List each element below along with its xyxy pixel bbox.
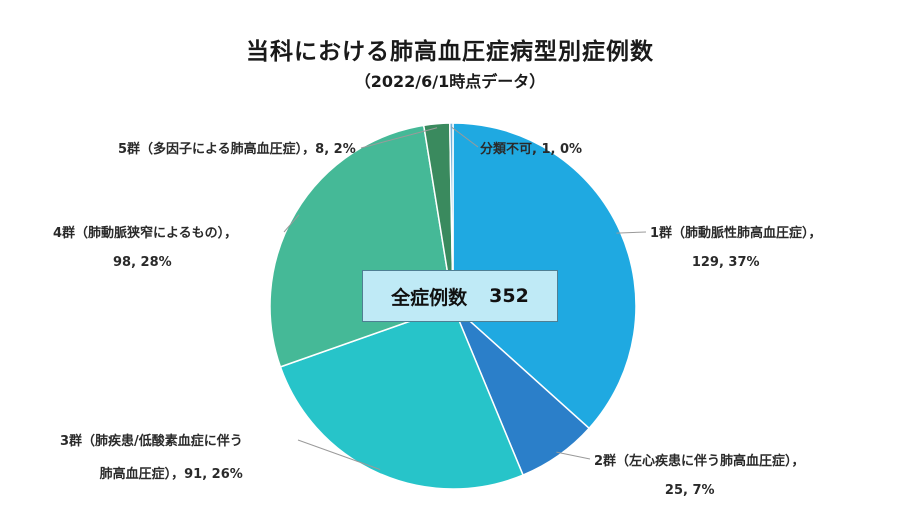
pie-slice-2 xyxy=(279,305,525,490)
slice-label-group1-line2: 129, 37% xyxy=(691,255,760,270)
slice-label-group4-line2: 98, 28% xyxy=(113,255,172,270)
chart-subtitle: （2022/6/1時点データ） xyxy=(354,72,546,91)
leader-line-3 xyxy=(283,214,300,233)
total-cases-label: 全症例数 xyxy=(391,286,468,309)
leader-line-4 xyxy=(360,127,438,149)
leader-line-0 xyxy=(616,231,647,234)
leader-lines xyxy=(283,126,647,470)
total-cases-value: 352 xyxy=(489,285,529,307)
slice-label-group5: 5群（多因子による肺高血圧症），8, 2% xyxy=(118,138,356,157)
slice-label-group1: 1群（肺動脈性肺高血圧症）， 129, 37% xyxy=(650,222,822,270)
slice-label-group1-line1: 1群（肺動脈性肺高血圧症）， xyxy=(650,226,822,241)
chart-title: 当科における肺高血圧症病型別症例数 xyxy=(246,39,654,65)
slice-label-group2-line1: 2群（左心疾患に伴う肺高血圧症）， xyxy=(594,454,805,469)
total-cases-box: 全症例数 352 xyxy=(362,270,558,322)
slice-label-group2: 2群（左心疾患に伴う肺高血圧症）， 25, 7% xyxy=(594,450,805,498)
slice-label-group4-line1: 4群（肺動脈狭窄によるもの）， xyxy=(53,226,238,241)
slice-label-group5-line1: 5群（多因子による肺高血圧症），8, 2% xyxy=(118,142,356,157)
slice-label-unclassified-line1: 分類不可, 1, 0% xyxy=(480,142,583,157)
leader-line-5 xyxy=(451,126,479,148)
slice-label-group3: 3群（肺疾患/低酸素血症に伴う 肺高血圧症），91, 26% xyxy=(60,430,243,482)
slice-label-unclassified: 分類不可, 1, 0% xyxy=(480,138,582,157)
slice-label-group4: 4群（肺動脈狭窄によるもの）， 98, 28% xyxy=(53,222,237,270)
slice-label-group3-line1: 3群（肺疾患/低酸素血症に伴う xyxy=(60,434,243,449)
slice-label-group3-line2: 肺高血圧症），91, 26% xyxy=(99,467,243,482)
leader-line-1 xyxy=(556,451,591,460)
slice-label-group2-line2: 25, 7% xyxy=(664,483,715,498)
pie-slice-5 xyxy=(448,122,454,307)
leader-line-2 xyxy=(297,439,381,470)
